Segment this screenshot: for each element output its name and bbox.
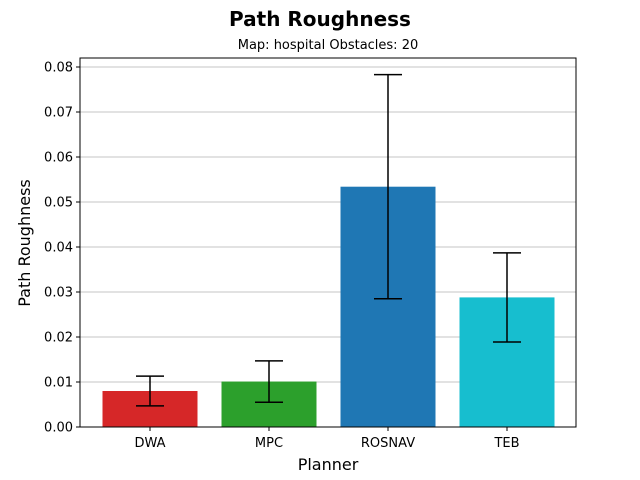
y-tick-label: 0.03 bbox=[44, 286, 73, 301]
x-axis-label: Planner bbox=[298, 455, 359, 474]
y-tick-label: 0.01 bbox=[44, 376, 73, 391]
y-tick-label: 0.04 bbox=[44, 241, 73, 256]
y-tick-label: 0.05 bbox=[44, 196, 73, 211]
error-bars-group bbox=[136, 73, 521, 407]
error-bar-teb bbox=[493, 252, 521, 343]
error-bar-rosnav bbox=[374, 73, 402, 300]
y-tick-label: 0.02 bbox=[44, 331, 73, 346]
chart-title: Path Roughness bbox=[229, 7, 411, 31]
y-tick-label: 0.07 bbox=[44, 106, 73, 121]
bars-group bbox=[102, 186, 555, 427]
x-tick-label: ROSNAV bbox=[361, 436, 415, 451]
chart-subtitle: Map: hospital Obstacles: 20 bbox=[238, 38, 419, 53]
y-tick-label: 0.00 bbox=[44, 421, 73, 436]
x-axis-ticks: DWA MPC ROSNAV TEB bbox=[134, 427, 520, 451]
y-tick-label: 0.08 bbox=[44, 61, 73, 76]
x-tick-label: DWA bbox=[134, 436, 165, 451]
plot-area-frame bbox=[79, 57, 577, 428]
x-tick-label: MPC bbox=[255, 436, 283, 451]
y-axis-ticks: 0.00 0.01 0.02 0.03 0.04 0.05 0.06 0.07 0.08 bbox=[44, 61, 80, 436]
error-bar-mpc bbox=[255, 360, 283, 403]
x-tick-label: TEB bbox=[493, 436, 519, 451]
y-axis-label: Path Roughness bbox=[15, 179, 34, 307]
y-tick-label: 0.06 bbox=[44, 151, 73, 166]
grid-lines bbox=[80, 66, 576, 383]
error-bar-dwa bbox=[136, 375, 164, 407]
